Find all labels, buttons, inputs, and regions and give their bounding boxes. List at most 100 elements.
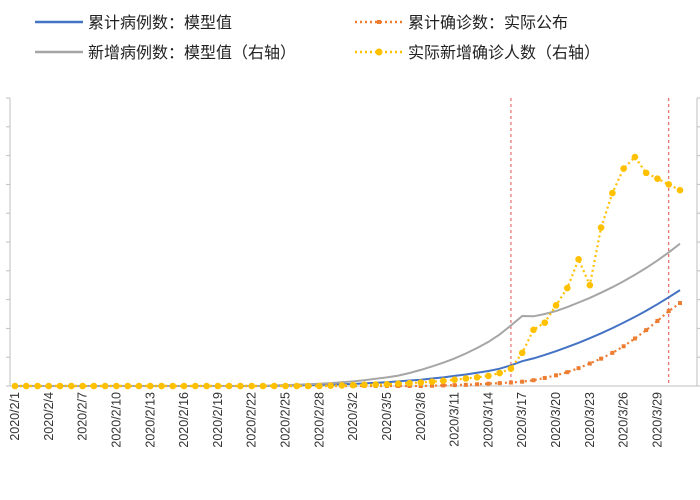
x-tick-label: 2020/2/1 — [8, 392, 22, 441]
series-3-point — [520, 379, 525, 384]
x-tick-label: 2020/3/17 — [515, 392, 529, 448]
series-4-point — [259, 382, 267, 390]
legend-label-3: 累计确诊数：实际公布 — [408, 13, 568, 32]
x-tick-label: 2020/3/20 — [549, 392, 563, 448]
series-4-point — [462, 375, 470, 382]
series-3-point — [610, 350, 615, 355]
series-4-point — [11, 382, 19, 390]
x-tick-label: 2020/3/29 — [650, 392, 664, 448]
legend-label-1: 累计病例数：模型值 — [88, 13, 232, 32]
series-4-point — [676, 186, 684, 194]
legend-marker-4 — [375, 48, 383, 56]
series-4-point — [22, 382, 30, 390]
series-4-point — [372, 381, 379, 388]
x-tick-label: 2020/3/8 — [414, 392, 428, 441]
series-3-point — [441, 383, 446, 388]
series-line-2 — [15, 242, 681, 387]
series-4-point — [597, 224, 605, 231]
x-tick-label: 2020/3/2 — [346, 392, 360, 441]
series-3-point — [452, 383, 457, 388]
series-4-point — [282, 382, 289, 390]
series-4-point — [473, 374, 481, 381]
series-3-point — [576, 366, 581, 371]
series-4-point — [518, 349, 526, 357]
series-3-point — [430, 383, 435, 388]
series-4-point — [180, 382, 188, 390]
series-3-point — [542, 375, 547, 380]
series-4-point — [552, 302, 560, 309]
series-4-point — [530, 326, 537, 334]
series-4-point — [225, 382, 233, 390]
series-4-point — [394, 380, 402, 387]
series-3-point — [565, 370, 570, 375]
series-3-point — [655, 318, 660, 323]
series-3-point — [644, 328, 649, 333]
series-4-point — [665, 181, 673, 188]
x-tick-label: 2020/2/4 — [42, 392, 56, 441]
series-4-point — [68, 382, 75, 390]
series-4-point — [609, 189, 616, 197]
series-4-point — [135, 382, 143, 390]
x-tick-label: 2020/3/5 — [380, 392, 394, 441]
series-3-point — [463, 382, 468, 387]
x-tick-label: 2020/2/10 — [109, 392, 123, 448]
series-4-point — [270, 382, 278, 390]
series-4-point — [304, 382, 312, 390]
series-4-point — [203, 382, 210, 390]
axes — [6, 97, 700, 387]
series-3-point — [621, 344, 626, 349]
series-4-point — [316, 382, 323, 390]
x-tick-label: 2020/2/7 — [76, 392, 90, 441]
series-4-point — [361, 381, 368, 389]
series-3-point — [678, 301, 682, 306]
series-4-point — [45, 382, 53, 390]
series-4-point — [124, 382, 132, 390]
series-4-point — [79, 382, 86, 390]
series-4-point — [113, 382, 120, 390]
series-4-point — [214, 382, 222, 390]
series-4-point — [406, 379, 413, 387]
x-tick-label: 2020/3/14 — [481, 392, 495, 448]
legend-label-4: 实际新增确诊人数（右轴） — [408, 43, 600, 62]
series-4-point — [631, 153, 639, 161]
series-4-point — [293, 382, 301, 390]
series-3-point — [599, 356, 604, 361]
series-4-point — [428, 378, 436, 385]
series-4-point — [451, 376, 458, 383]
series-4-point — [507, 365, 515, 373]
series-3-point — [475, 382, 480, 387]
x-tick-label: 2020/2/16 — [177, 392, 191, 448]
series-4-point — [496, 369, 503, 377]
x-tick-label: 2020/2/19 — [211, 392, 225, 448]
series-4-point — [146, 382, 154, 390]
series-4-point — [417, 379, 425, 386]
x-tick-label: 2020/2/13 — [143, 392, 157, 448]
legend-marker-3 — [377, 20, 381, 24]
series-3-point — [554, 373, 559, 378]
series-3-point — [531, 378, 536, 383]
series-3-point — [508, 380, 513, 385]
series-4-point — [654, 175, 661, 182]
series-4-point — [169, 382, 177, 390]
x-tick-label: 2020/3/11 — [448, 392, 462, 447]
series-3-point — [587, 361, 592, 366]
series-3-point — [486, 381, 491, 386]
series-4-point — [541, 319, 549, 326]
series-4-point — [237, 382, 244, 390]
x-tick-label: 2020/3/23 — [583, 392, 597, 448]
series-3-point — [418, 384, 423, 388]
series-4-point — [440, 377, 447, 385]
series-4-point — [158, 382, 165, 390]
series-3-point — [666, 309, 671, 314]
series-4-point — [586, 281, 594, 289]
series-4-point — [56, 382, 64, 390]
series-4-point — [485, 372, 492, 380]
series-3-point — [632, 336, 637, 341]
x-tick-label: 2020/2/28 — [312, 392, 326, 448]
series-4-point — [192, 382, 199, 390]
series-layer — [11, 153, 684, 390]
series-4-point — [563, 284, 571, 292]
x-tick-labels: 2020/2/1 2020/2/4 2020/2/7 2020/2/10 2020/2/… — [8, 392, 664, 448]
series-3-point — [497, 381, 502, 386]
